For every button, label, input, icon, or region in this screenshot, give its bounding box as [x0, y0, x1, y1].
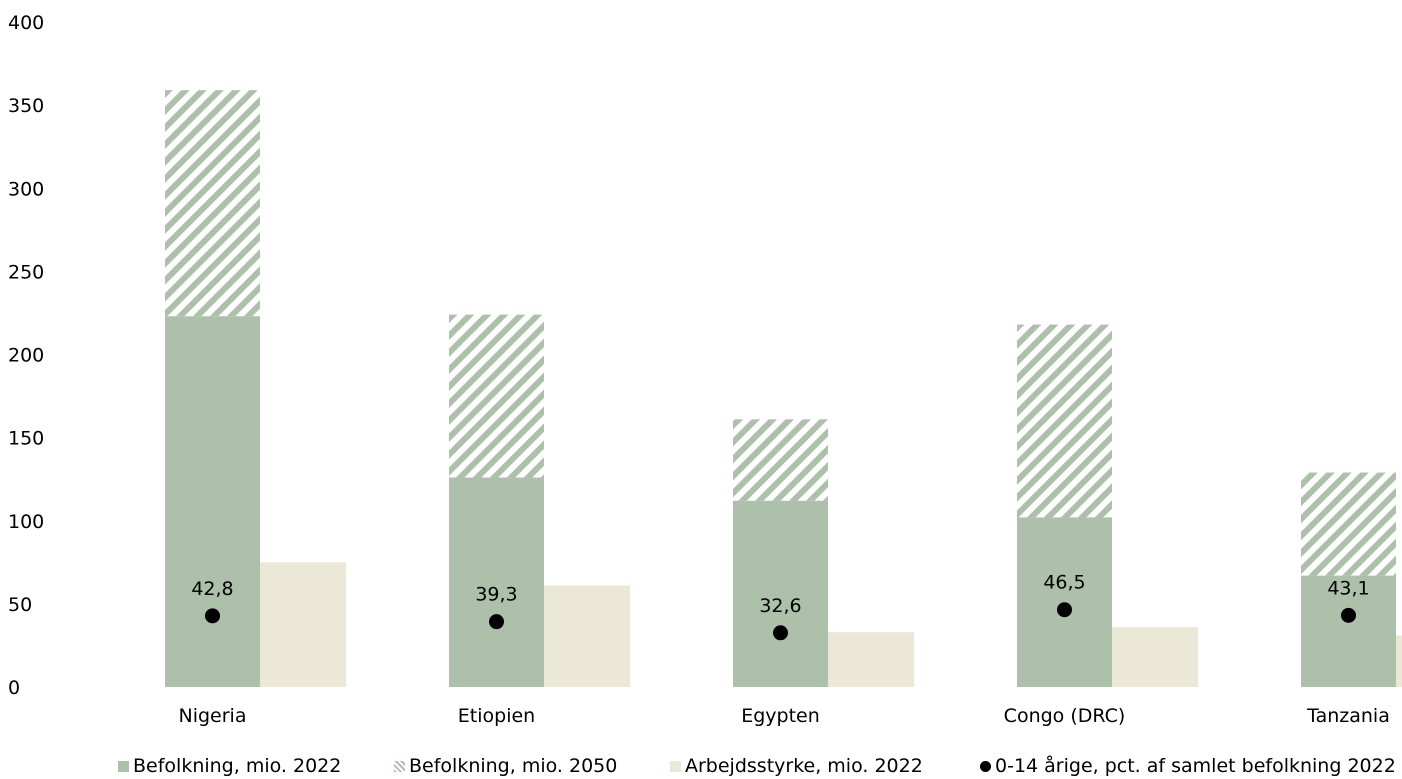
bar-befolkning-2050-tanzania: [1301, 472, 1396, 576]
legend: Befolkning, mio. 2022 Befolkning, mio. 2…: [0, 755, 1402, 779]
marker-0-14-tanzania: [1341, 607, 1356, 623]
x-category-label: Nigeria: [179, 705, 247, 727]
y-tick-label: 200: [8, 345, 44, 367]
legend-swatch-dot: [980, 760, 991, 772]
y-tick-label: 400: [8, 12, 44, 34]
markers: 42,8 39,3 32,6 46,5 43,1: [191, 572, 1370, 641]
data-label-0-14-egypten: 32,6: [759, 595, 801, 617]
y-tick-label: 50: [8, 594, 32, 616]
bar-befolkning-2050-egypten: [733, 419, 828, 501]
x-axis: Nigeria Etiopien Egypten Congo (DRC) Tanzani…: [179, 705, 1390, 727]
legend-swatch-solid-green: [118, 760, 129, 772]
legend-label: Befolkning, mio. 2022: [133, 755, 342, 777]
y-tick-label: 300: [8, 178, 44, 200]
chart: 0 50 100 150 200 250 300 350 400 42,8 39,3 32,6 46,…: [8, 12, 1402, 727]
bar-arbejdsstyrke-2022-nigeria: [260, 562, 346, 687]
bar-befolkning-2022-egypten: [733, 500, 828, 687]
marker-0-14-egypten: [773, 625, 788, 641]
y-tick-label: 250: [8, 261, 44, 283]
legend-label: Arbejdsstyrke, mio. 2022: [685, 755, 923, 777]
marker-0-14-etiopien: [489, 614, 504, 630]
bar-befolkning-2022-tanzania: [1301, 575, 1396, 687]
x-category-label: Etiopien: [458, 705, 535, 727]
bar-befolkning-2050-nigeria: [165, 90, 260, 317]
bar-arbejdsstyrke-2022-etiopien: [544, 585, 630, 687]
bar-befolkning-2022-nigeria: [165, 316, 260, 687]
data-label-0-14-nigeria: 42,8: [191, 578, 233, 600]
legend-label: 0-14 årige, pct. af samlet befolkning 20…: [995, 755, 1396, 777]
y-tick-label: 350: [8, 95, 44, 117]
bar-arbejdsstyrke-2022-tanzania: [1396, 635, 1402, 687]
legend-swatch-solid-beige: [670, 760, 681, 772]
bar-arbejdsstyrke-2022-egypten: [828, 632, 914, 687]
bar-befolkning-2050-congo-drc: [1017, 324, 1112, 518]
bar-befolkning-2050-etiopien: [449, 314, 544, 478]
legend-item-befolkning-2050: Befolkning, mio. 2050: [394, 755, 617, 777]
y-tick-label: 0: [8, 677, 20, 699]
data-label-0-14-etiopien: 39,3: [475, 584, 517, 606]
legend-item-arbejdsstyrke-2022: Arbejdsstyrke, mio. 2022: [670, 755, 923, 777]
legend-swatch-hatched-green: [394, 760, 405, 772]
marker-0-14-nigeria: [205, 608, 220, 624]
legend-label: Befolkning, mio. 2050: [409, 755, 618, 777]
legend-item-0-14-arige: 0-14 årige, pct. af samlet befolkning 20…: [980, 755, 1396, 777]
x-category-label: Congo (DRC): [1004, 705, 1126, 727]
y-axis: 0 50 100 150 200 250 300 350 400: [8, 12, 44, 699]
bar-arbejdsstyrke-2022-congo-drc: [1112, 627, 1198, 687]
marker-0-14-congo-drc: [1057, 602, 1072, 618]
data-label-0-14-congo-drc: 46,5: [1043, 572, 1085, 594]
y-tick-label: 100: [8, 511, 44, 533]
bar-befolkning-2022-etiopien: [449, 477, 544, 687]
x-category-label: Egypten: [741, 705, 820, 727]
y-tick-label: 150: [8, 428, 44, 450]
data-label-0-14-tanzania: 43,1: [1327, 577, 1369, 599]
bars: [165, 90, 1402, 687]
x-category-label: Tanzania: [1306, 705, 1390, 727]
legend-item-befolkning-2022: Befolkning, mio. 2022: [118, 755, 341, 777]
